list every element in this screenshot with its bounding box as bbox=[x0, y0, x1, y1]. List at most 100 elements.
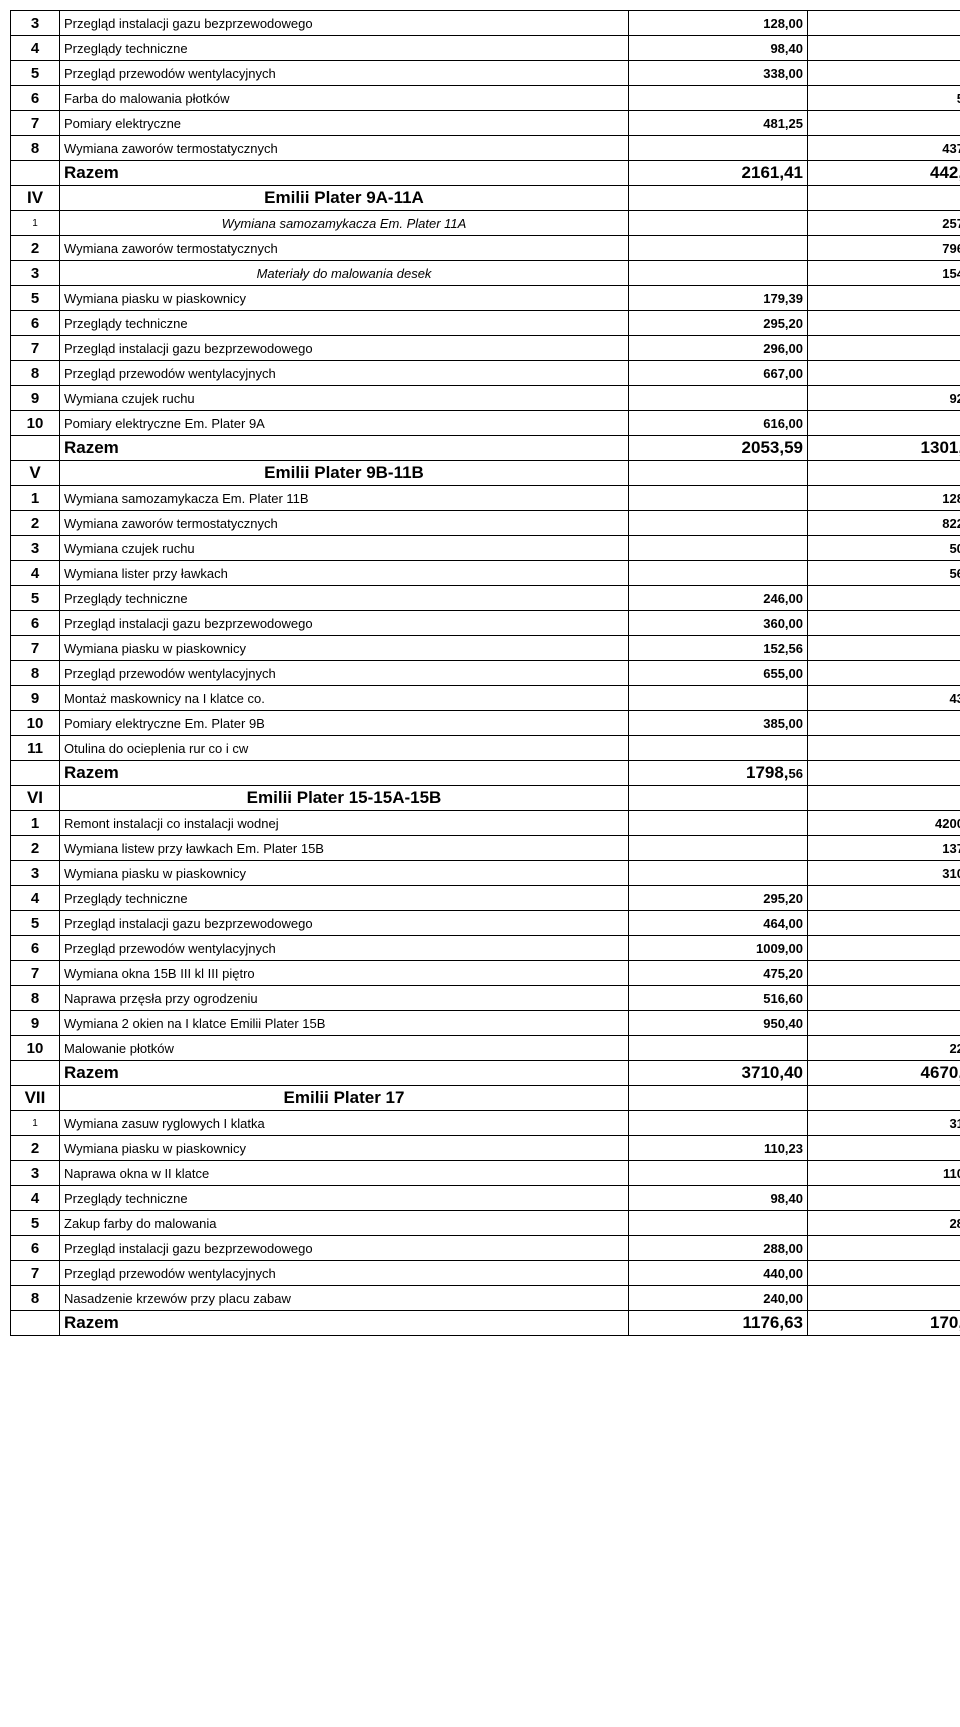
table-row: VIEmilii Plater 15-15A-15B bbox=[11, 786, 960, 811]
row-number: 5 bbox=[11, 1211, 60, 1236]
value-col-2 bbox=[808, 1086, 960, 1111]
row-description: Przegląd instalacji gazu bezprzewodowego bbox=[60, 1236, 629, 1261]
value-col-2: 170,95 bbox=[808, 1311, 960, 1336]
row-description: Wymiana czujek ruchu bbox=[60, 386, 629, 411]
value-col-1 bbox=[629, 211, 808, 236]
value-col-2 bbox=[808, 986, 960, 1011]
row-number bbox=[11, 1311, 60, 1336]
row-description: Przegląd przewodów wentylacyjnych bbox=[60, 936, 629, 961]
table-row: 7Wymiana okna 15B III kl III piętro475,2… bbox=[11, 961, 960, 986]
table-row: 6Przeglądy techniczne295,20 bbox=[11, 311, 960, 336]
table-row: 7Pomiary elektryczne481,25 bbox=[11, 111, 960, 136]
value-col-1: 240,00 bbox=[629, 1286, 808, 1311]
row-description: Wymiana samozamykacza Em. Plater 11B bbox=[60, 486, 629, 511]
value-col-2 bbox=[808, 111, 960, 136]
row-number: 6 bbox=[11, 86, 60, 111]
value-col-1 bbox=[629, 686, 808, 711]
table-row: 6Przegląd instalacji gazu bezprzewodoweg… bbox=[11, 1236, 960, 1261]
table-row: 9Montaż maskownicy na I klatce co.43,98 bbox=[11, 686, 960, 711]
value-col-2 bbox=[808, 1011, 960, 1036]
value-col-1: 338,00 bbox=[629, 61, 808, 86]
value-col-2: 28,86 bbox=[808, 1211, 960, 1236]
table-row: 5Przeglądy techniczne246,00 bbox=[11, 586, 960, 611]
row-number: 5 bbox=[11, 286, 60, 311]
row-description: Wymiana 2 okien na I klatce Emilii Plate… bbox=[60, 1011, 629, 1036]
row-description: Wymiana listew przy ławkach Em. Plater 1… bbox=[60, 836, 629, 861]
table-row: 2Wymiana zaworów termostatycznych822,72 bbox=[11, 511, 960, 536]
table-row: 4Wymiana lister przy ławkach56,30 bbox=[11, 561, 960, 586]
row-number: 4 bbox=[11, 36, 60, 61]
value-col-1: 295,20 bbox=[629, 311, 808, 336]
value-col-2: 154,44 bbox=[808, 261, 960, 286]
value-col-1: 288,00 bbox=[629, 1236, 808, 1261]
row-number: IV bbox=[11, 186, 60, 211]
value-col-2 bbox=[808, 11, 960, 36]
value-col-1: 98,40 bbox=[629, 1186, 808, 1211]
value-col-1: 655,00 bbox=[629, 661, 808, 686]
table-row: Razem1798,56 bbox=[11, 761, 960, 786]
table-row: 5Zakup farby do malowania28,86 bbox=[11, 1211, 960, 1236]
row-description: Emilii Plater 15-15A-15B bbox=[60, 786, 629, 811]
value-col-2 bbox=[808, 411, 960, 436]
row-number: 1 bbox=[11, 211, 60, 236]
value-col-2: 128,68 bbox=[808, 486, 960, 511]
value-col-1: 516,60 bbox=[629, 986, 808, 1011]
row-number: 10 bbox=[11, 1036, 60, 1061]
value-col-2 bbox=[808, 911, 960, 936]
table-row: 6Farba do malowania płotków5,52 bbox=[11, 86, 960, 111]
row-number: 2 bbox=[11, 511, 60, 536]
value-col-1 bbox=[629, 186, 808, 211]
row-number: 3 bbox=[11, 861, 60, 886]
value-col-1: 2161,41 bbox=[629, 161, 808, 186]
value-col-2 bbox=[808, 736, 960, 761]
value-col-2 bbox=[808, 611, 960, 636]
row-description: Emilii Plater 9A-11A bbox=[60, 186, 629, 211]
row-number: 8 bbox=[11, 361, 60, 386]
value-col-2 bbox=[808, 36, 960, 61]
table-row: 8Przegląd przewodów wentylacyjnych667,00 bbox=[11, 361, 960, 386]
value-col-1: 98,40 bbox=[629, 36, 808, 61]
table-row: 9Wymiana 2 okien na I klatce Emilii Plat… bbox=[11, 1011, 960, 1036]
value-col-1: 616,00 bbox=[629, 411, 808, 436]
row-number: 7 bbox=[11, 1261, 60, 1286]
value-col-1 bbox=[629, 1036, 808, 1061]
row-number bbox=[11, 761, 60, 786]
row-description: Przeglądy techniczne bbox=[60, 36, 629, 61]
value-col-2: 22,90 bbox=[808, 1036, 960, 1061]
row-description: Montaż maskownicy na I klatce co. bbox=[60, 686, 629, 711]
row-description: Wymiana zaworów termostatycznych bbox=[60, 136, 629, 161]
value-col-2 bbox=[808, 186, 960, 211]
row-description: Naprawa okna w II klatce bbox=[60, 1161, 629, 1186]
table-row: 4Przeglądy techniczne295,20 bbox=[11, 886, 960, 911]
value-col-2: 257,36 bbox=[808, 211, 960, 236]
row-number: VI bbox=[11, 786, 60, 811]
table-row: Razem1176,63170,95 bbox=[11, 1311, 960, 1336]
value-col-1 bbox=[629, 86, 808, 111]
row-description: Razem bbox=[60, 436, 629, 461]
row-number: 4 bbox=[11, 561, 60, 586]
row-number bbox=[11, 161, 60, 186]
value-col-1: 179,39 bbox=[629, 286, 808, 311]
row-description: Farba do malowania płotków bbox=[60, 86, 629, 111]
value-col-2 bbox=[808, 1236, 960, 1261]
row-description: Przegląd instalacji gazu bezprzewodowego bbox=[60, 336, 629, 361]
row-description: Nasadzenie krzewów przy placu zabaw bbox=[60, 1286, 629, 1311]
value-col-1: 1009,00 bbox=[629, 936, 808, 961]
value-col-2: 43,98 bbox=[808, 686, 960, 711]
value-col-2 bbox=[808, 286, 960, 311]
row-description: Emilii Plater 17 bbox=[60, 1086, 629, 1111]
table-row: 11Otulina do ocieplenia rur co i cw bbox=[11, 736, 960, 761]
row-description: Remont instalacji co instalacji wodnej bbox=[60, 811, 629, 836]
table-row: 7Przegląd przewodów wentylacyjnych440,00 bbox=[11, 1261, 960, 1286]
row-number: 10 bbox=[11, 411, 60, 436]
table-row: 6Przegląd instalacji gazu bezprzewodoweg… bbox=[11, 611, 960, 636]
value-col-2 bbox=[808, 1286, 960, 1311]
table-row: 8Wymiana zaworów termostatycznych437,40 bbox=[11, 136, 960, 161]
row-description: Emilii Plater 9B-11B bbox=[60, 461, 629, 486]
value-col-2: 822,72 bbox=[808, 511, 960, 536]
table-row: 10Pomiary elektryczne Em. Plater 9B385,0… bbox=[11, 711, 960, 736]
row-description: Wymiana zaworów termostatycznych bbox=[60, 236, 629, 261]
table-row: 3Naprawa okna w II klatce110,49 bbox=[11, 1161, 960, 1186]
value-col-1 bbox=[629, 236, 808, 261]
row-number: 2 bbox=[11, 836, 60, 861]
